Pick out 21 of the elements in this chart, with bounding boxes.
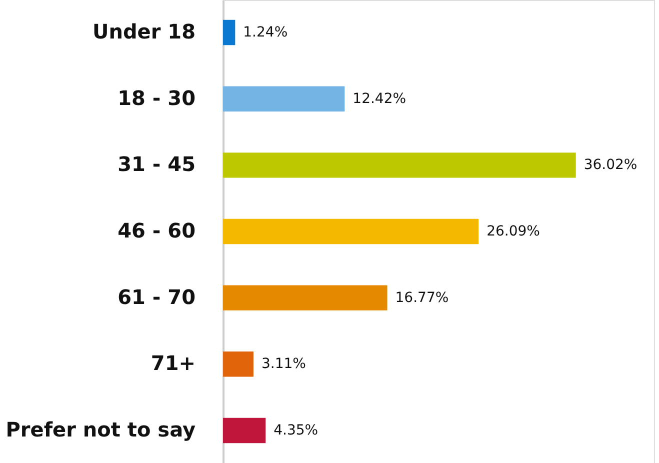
data-label: 3.11% [261, 356, 306, 372]
y-tick-label: 31 - 45 [118, 152, 196, 176]
y-tick-label: Under 18 [92, 20, 196, 44]
data-label: 26.09% [486, 224, 540, 240]
data-label: 12.42% [352, 90, 406, 107]
y-tick-label: 18 - 30 [118, 86, 196, 110]
y-tick-label: Prefer not to say [6, 417, 196, 442]
data-label: 36.02% [584, 157, 638, 174]
bar [223, 152, 576, 178]
y-tick-label: 71+ [150, 351, 196, 376]
bar [223, 218, 479, 244]
y-tick-label: 61 - 70 [118, 284, 196, 309]
bar [223, 285, 388, 310]
bar [223, 418, 266, 444]
data-label: 16.77% [395, 290, 449, 306]
data-label: 4.35% [274, 422, 318, 438]
data-label: 1.24% [243, 24, 288, 41]
bar [223, 20, 236, 46]
bar [223, 86, 345, 112]
y-tick-label: 46 - 60 [118, 218, 196, 242]
bar [223, 352, 254, 377]
